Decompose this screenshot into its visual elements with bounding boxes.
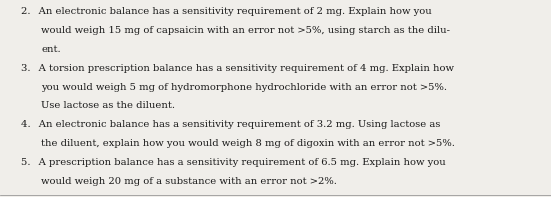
Text: 2.  An electronic balance has a sensitivity requirement of 2 mg. Explain how you: 2. An electronic balance has a sensitivi… (21, 7, 431, 16)
Text: ent.: ent. (41, 45, 61, 54)
Text: would weigh 20 mg of a substance with an error not >2%.: would weigh 20 mg of a substance with an… (41, 177, 337, 186)
Text: Use lactose as the diluent.: Use lactose as the diluent. (41, 101, 175, 111)
Text: 5.  A prescription balance has a sensitivity requirement of 6.5 mg. Explain how : 5. A prescription balance has a sensitiv… (21, 158, 446, 167)
Text: 3.  A torsion prescription balance has a sensitivity requirement of 4 mg. Explai: 3. A torsion prescription balance has a … (21, 64, 454, 73)
Text: you would weigh 5 mg of hydromorphone hydrochloride with an error not >5%.: you would weigh 5 mg of hydromorphone hy… (41, 83, 447, 92)
Text: the diluent, explain how you would weigh 8 mg of digoxin with an error not >5%.: the diluent, explain how you would weigh… (41, 139, 455, 148)
Text: 4.  An electronic balance has a sensitivity requirement of 3.2 mg. Using lactose: 4. An electronic balance has a sensitivi… (21, 120, 440, 129)
Text: would weigh 15 mg of capsaicin with an error not >5%, using starch as the dilu-: would weigh 15 mg of capsaicin with an e… (41, 26, 450, 35)
